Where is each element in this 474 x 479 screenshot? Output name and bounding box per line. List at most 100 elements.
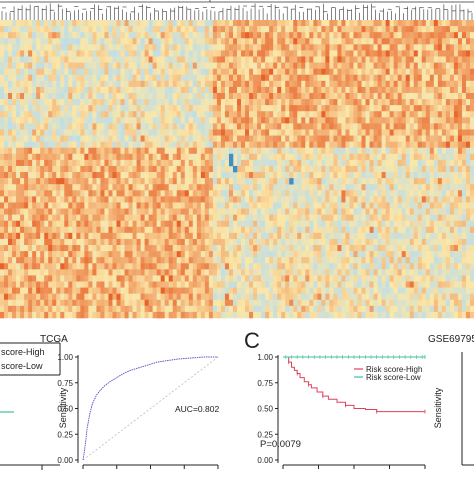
heatmap-cell [349, 87, 353, 93]
heatmap-cell [402, 99, 406, 105]
heatmap-cell [394, 154, 398, 160]
heatmap-cell [329, 44, 333, 50]
heatmap-cell [337, 63, 341, 69]
heatmap-cell [209, 184, 213, 190]
heatmap-cell [133, 44, 137, 50]
heatmap-cell [92, 26, 96, 32]
heatmap-cell [72, 209, 76, 215]
heatmap-cell [293, 117, 297, 123]
heatmap-cell [313, 56, 317, 62]
heatmap-cell [289, 69, 293, 75]
heatmap-cell [446, 233, 450, 239]
heatmap-cell [165, 196, 169, 202]
heatmap-cell [305, 56, 309, 62]
heatmap-cell [305, 263, 309, 269]
heatmap-cell [72, 38, 76, 44]
heatmap-cell [100, 251, 104, 257]
heatmap-cell [40, 32, 44, 38]
heatmap-cell [245, 251, 249, 257]
heatmap-cell [414, 209, 418, 215]
heatmap-cell [398, 142, 402, 148]
heatmap-cell [317, 32, 321, 38]
heatmap-cell [64, 69, 68, 75]
heatmap-cell [221, 263, 225, 269]
heatmap-cell [374, 75, 378, 81]
heatmap-cell [141, 20, 145, 26]
heatmap-cell [301, 257, 305, 263]
heatmap-cell [125, 251, 129, 257]
heatmap-cell [88, 154, 92, 160]
heatmap-cell [313, 63, 317, 69]
heatmap-cell [406, 75, 410, 81]
heatmap-cell [237, 129, 241, 135]
heatmap-cell [297, 227, 301, 233]
heatmap-cell [241, 148, 245, 154]
heatmap-cell [426, 166, 430, 172]
heatmap-cell [64, 245, 68, 251]
heatmap-cell [273, 227, 277, 233]
heatmap-cell [366, 221, 370, 227]
heatmap-cell [193, 209, 197, 215]
heatmap-cell [362, 93, 366, 99]
heatmap-cell [386, 75, 390, 81]
heatmap-cell [470, 63, 474, 69]
heatmap-cell [337, 239, 341, 245]
heatmap-cell [60, 148, 64, 154]
heatmap-cell [32, 123, 36, 129]
heatmap-cell [145, 44, 149, 50]
heatmap-cell [209, 148, 213, 154]
heatmap-cell [36, 160, 40, 166]
heatmap-cell [56, 44, 60, 50]
heatmap-cell [213, 75, 217, 81]
heatmap-cell [374, 20, 378, 26]
heatmap-cell [181, 20, 185, 26]
heatmap-cell [466, 69, 470, 75]
heatmap-cell [76, 209, 80, 215]
heatmap-cell [96, 154, 100, 160]
heatmap-cell [265, 251, 269, 257]
heatmap-cell [418, 56, 422, 62]
heatmap-cell [362, 26, 366, 32]
heatmap-cell [390, 56, 394, 62]
heatmap-cell [305, 26, 309, 32]
heatmap-cell [366, 202, 370, 208]
heatmap-cell [301, 172, 305, 178]
heatmap-cell [269, 184, 273, 190]
heatmap-cell [321, 50, 325, 56]
heatmap-cell [273, 129, 277, 135]
heatmap-cell [96, 129, 100, 135]
heatmap-cell [249, 172, 253, 178]
heatmap-cell [249, 209, 253, 215]
heatmap-cell [313, 263, 317, 269]
heatmap-cell [329, 172, 333, 178]
heatmap-cell [173, 209, 177, 215]
heatmap-cell [225, 50, 229, 56]
heatmap-cell [44, 136, 48, 142]
heatmap-cell [430, 20, 434, 26]
heatmap-cell [410, 160, 414, 166]
heatmap-cell [313, 38, 317, 44]
heatmap-cell [161, 154, 165, 160]
heatmap-cell [145, 263, 149, 269]
heatmap-cell [72, 160, 76, 166]
heatmap-cell [56, 215, 60, 221]
heatmap-cell [177, 184, 181, 190]
heatmap-cell [265, 20, 269, 26]
heatmap-cell [125, 166, 129, 172]
heatmap-cell [426, 75, 430, 81]
heatmap-cell [201, 105, 205, 111]
heatmap-cell [173, 81, 177, 87]
heatmap-cell [92, 111, 96, 117]
heatmap-cell [213, 202, 217, 208]
heatmap-cell [366, 93, 370, 99]
heatmap-cell [442, 105, 446, 111]
heatmap-cell [353, 178, 357, 184]
heatmap-cell [434, 257, 438, 263]
heatmap-cell [410, 154, 414, 160]
heatmap-cell [197, 38, 201, 44]
heatmap-cell [197, 166, 201, 172]
heatmap-cell [329, 129, 333, 135]
heatmap-cell [8, 105, 12, 111]
heatmap-cell [450, 129, 454, 135]
heatmap-cell [133, 142, 137, 148]
